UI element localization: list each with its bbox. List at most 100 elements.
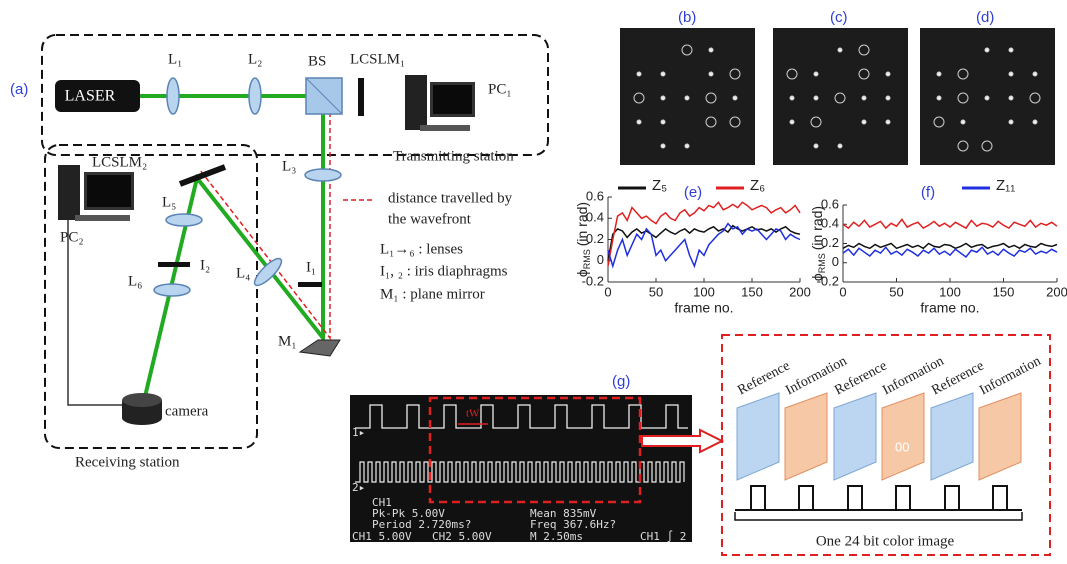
lens (305, 169, 341, 181)
spot (790, 96, 794, 100)
legend-label: Z₅ (652, 177, 667, 194)
slm-label: LCSLM₂ (92, 154, 147, 170)
panel-label: (c) (830, 9, 848, 26)
lens-label: L₅ (162, 194, 176, 210)
laser-label: LASER (65, 88, 116, 105)
osc-text: M 2.50ms (530, 530, 583, 543)
chart-title: (e) (684, 184, 702, 201)
osc-text: 1▸ (352, 426, 365, 439)
rect (75, 215, 130, 221)
y-tick-label: 0 (597, 252, 604, 267)
frames: ReferenceInformationReferenceInformation… (735, 354, 1043, 520)
y-axis-label: ϕRMS(in rad) (574, 202, 593, 277)
spot (661, 72, 665, 76)
spot (814, 144, 818, 148)
x-tick-label: 200 (1046, 284, 1067, 299)
y-tick-label: 0 (832, 254, 839, 269)
y-tick-label: 0.6 (586, 188, 604, 203)
pulse (751, 486, 765, 510)
spot-images (620, 28, 1055, 165)
spot (814, 72, 818, 76)
y-axis-label-main: ϕ (809, 273, 825, 281)
spot (661, 96, 665, 100)
spot (637, 120, 641, 124)
pulse (993, 486, 1007, 510)
rect (420, 125, 470, 131)
lens-label: L₄ (236, 265, 250, 281)
spot (838, 144, 842, 148)
lens-label: L₂ (248, 51, 262, 67)
spot (1033, 120, 1037, 124)
osc-text: CH1 5.00V (352, 530, 412, 543)
y-axis-label-sub: RMS (817, 253, 827, 273)
rect (405, 75, 427, 130)
spot (1009, 48, 1013, 52)
slm (180, 167, 225, 184)
spot (733, 96, 737, 100)
x-tick-label: 50 (889, 284, 903, 299)
lens (167, 78, 179, 114)
lens-label: L₆ (128, 273, 142, 289)
iris-label: I₁ (306, 259, 316, 275)
legend-text: distance travelled by (388, 190, 513, 206)
pc-label: PC₁ (488, 81, 512, 97)
frame (931, 393, 973, 480)
rect (433, 85, 472, 114)
spot (1009, 96, 1013, 100)
station-label: Receiving station (75, 454, 180, 470)
panel-label: (b) (678, 9, 696, 26)
x-tick-label: 100 (693, 284, 715, 299)
frame (979, 393, 1021, 480)
iris (298, 282, 322, 287)
osc-text: CH1 ∫ 2 (640, 530, 686, 543)
mirror-label: M₁ (278, 333, 297, 349)
frame (834, 393, 876, 480)
frame (737, 393, 779, 480)
caption: One 24 bit color image (816, 533, 955, 549)
lens (249, 78, 261, 114)
figure: (a) Transmitting station Receiving stati… (0, 0, 1067, 564)
spot (814, 96, 818, 100)
x-tick-label: 150 (993, 284, 1015, 299)
ellipse (122, 393, 162, 407)
spot (937, 72, 941, 76)
cable (68, 220, 125, 405)
lens-label: L₁ (168, 51, 182, 67)
frame-label: Reference (735, 358, 792, 398)
spot (961, 120, 965, 124)
spot (862, 120, 866, 124)
series-line (843, 244, 1057, 249)
legend-label: Z₆ (750, 177, 765, 194)
lens (166, 214, 202, 226)
spot (637, 72, 641, 76)
frame (882, 393, 924, 480)
spot (985, 96, 989, 100)
station-label: Transmitting station (393, 148, 514, 164)
panel-label: (a) (10, 81, 28, 98)
spot (1033, 72, 1037, 76)
x-tick-label: 50 (649, 284, 663, 299)
pulse (799, 486, 813, 510)
pc-label: PC₂ (60, 229, 84, 245)
y-axis-label-unit: (in rad) (574, 202, 590, 246)
x-tick-label: 100 (939, 284, 961, 299)
x-tick-label: 0 (839, 284, 846, 299)
spot (886, 120, 890, 124)
y-axis-label-main: ϕ (574, 269, 590, 277)
spot (661, 120, 665, 124)
camera (122, 393, 162, 425)
width-label: tW (466, 408, 480, 420)
pulse (945, 486, 959, 510)
slm-label: LCSLM₁ (350, 51, 405, 67)
spot (661, 144, 665, 148)
pulse (848, 486, 862, 510)
spot (886, 96, 890, 100)
spot (685, 96, 689, 100)
x-tick-label: 150 (741, 284, 763, 299)
series-line (843, 247, 1057, 257)
spot (937, 96, 941, 100)
chart-title: (f) (921, 184, 935, 201)
spot (862, 96, 866, 100)
panel-label: (d) (976, 9, 994, 26)
spot (790, 120, 794, 124)
